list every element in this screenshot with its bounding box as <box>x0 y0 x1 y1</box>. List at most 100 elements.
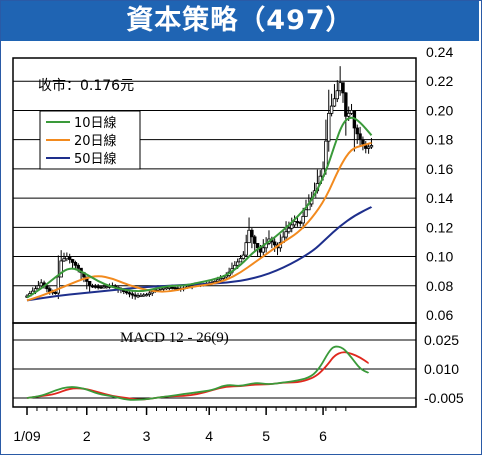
candle-body <box>144 294 149 297</box>
candle-body <box>133 294 137 297</box>
price-y-tick-label: 0.12 <box>426 219 453 235</box>
candle-body <box>218 278 223 281</box>
candle-body <box>244 242 248 256</box>
candle-body <box>304 209 308 217</box>
candle-body <box>369 145 374 148</box>
price-y-tick-label: 0.10 <box>426 249 453 265</box>
x-tick-label: 1/09 <box>13 428 40 444</box>
macd-y-tick-label: 0.025 <box>424 332 459 348</box>
price-y-tick-label: 0.24 <box>426 44 453 60</box>
macd-title: MACD 12 - 26(9) <box>120 330 229 346</box>
candle-body <box>45 285 49 290</box>
candle-body <box>170 286 174 289</box>
candle-body <box>284 231 288 238</box>
price-y-tick-label: 0.14 <box>426 190 453 206</box>
candle-body <box>130 293 135 296</box>
candle-body <box>338 82 342 92</box>
candle-body <box>161 287 166 290</box>
ma50-line <box>26 206 373 302</box>
candle-body <box>139 294 143 297</box>
price-y-tick-label: 0.06 <box>426 307 453 323</box>
candle-body <box>93 285 98 288</box>
candle-body <box>39 282 43 287</box>
candle-body <box>62 258 66 262</box>
price-y-tick-label: 0.16 <box>426 161 453 177</box>
candle-body <box>341 82 345 94</box>
candle-body <box>59 260 63 278</box>
candle-body <box>56 276 61 294</box>
candle-body <box>301 215 305 224</box>
candle-body <box>324 140 328 170</box>
legend-label-ma50: 50日線 <box>74 151 117 167</box>
candle-body <box>65 256 69 260</box>
candle-body <box>255 243 260 249</box>
candle-body <box>73 261 78 266</box>
x-tick-label: 6 <box>319 428 327 444</box>
candle-body <box>349 110 354 114</box>
candle-body <box>164 287 169 290</box>
candle-body <box>68 256 72 260</box>
title-banner: 資本策略（497） <box>1 1 479 41</box>
candle-body <box>327 112 331 142</box>
candle-body <box>295 221 300 224</box>
candle-body <box>70 259 75 263</box>
candle-body <box>241 254 246 259</box>
candle-body <box>53 291 58 294</box>
price-y-tick-label: 0.22 <box>426 73 453 89</box>
candle-body <box>290 224 294 229</box>
candle-body <box>87 280 92 287</box>
legend-label-ma10: 10日線 <box>74 115 117 131</box>
x-axis-ticks: 1/09 2 3 4 5 6 <box>13 407 347 444</box>
candle-body <box>36 285 41 290</box>
gridlines <box>13 80 416 399</box>
candle-body <box>272 241 277 246</box>
candle-body <box>105 286 109 289</box>
candle-body <box>358 133 362 141</box>
candle-body <box>216 279 220 282</box>
candle-body <box>287 227 291 233</box>
macd-panel-border <box>12 322 417 408</box>
candle-body <box>124 291 129 294</box>
x-tick-label: 2 <box>83 428 91 444</box>
close-price-label: 收市：0.176元 <box>38 77 134 94</box>
candle-body <box>99 286 103 289</box>
price-y-tick-label: 0.18 <box>426 132 453 148</box>
ma10-line <box>26 116 373 299</box>
chart-title: 資本策略（497） <box>126 5 354 36</box>
candle-body <box>102 286 106 289</box>
candle-body <box>329 105 334 114</box>
candle-body <box>142 294 146 297</box>
candle-body <box>127 292 132 295</box>
macd-line <box>26 345 370 401</box>
price-y-ticks: 0.24 0.22 0.20 0.18 0.16 0.14 0.12 0.10 0.08 0.06 <box>426 44 453 323</box>
candle-body <box>298 221 302 224</box>
x-tick-label: 4 <box>205 428 213 444</box>
x-tick-label: 5 <box>262 428 270 444</box>
candle-body <box>361 139 365 145</box>
price-y-tick-label: 0.20 <box>426 102 453 118</box>
candle-body <box>366 146 371 149</box>
candle-body <box>332 98 337 107</box>
candle-body <box>235 261 240 266</box>
candle-body <box>250 229 254 238</box>
candle-body <box>344 92 348 117</box>
candle-body <box>96 286 100 289</box>
macd-y-tick-label: -0.005 <box>424 390 464 406</box>
candle-body <box>147 292 152 295</box>
macd-y-ticks: 0.025 0.010 -0.005 <box>424 332 464 406</box>
macd-y-tick-label: 0.010 <box>424 361 459 377</box>
candle-body <box>76 264 80 269</box>
candle-body <box>136 295 140 298</box>
candle-body <box>335 90 339 100</box>
candle-body <box>346 112 351 117</box>
candle-body <box>261 247 265 253</box>
legend-label-ma20: 20日線 <box>74 133 117 149</box>
candle-body <box>173 287 177 290</box>
candle-body <box>292 221 297 226</box>
candle-body <box>247 229 251 244</box>
candle-body <box>167 286 172 289</box>
candle-body <box>238 258 243 263</box>
ma20-line <box>26 141 373 302</box>
x-tick-label: 3 <box>143 428 151 444</box>
